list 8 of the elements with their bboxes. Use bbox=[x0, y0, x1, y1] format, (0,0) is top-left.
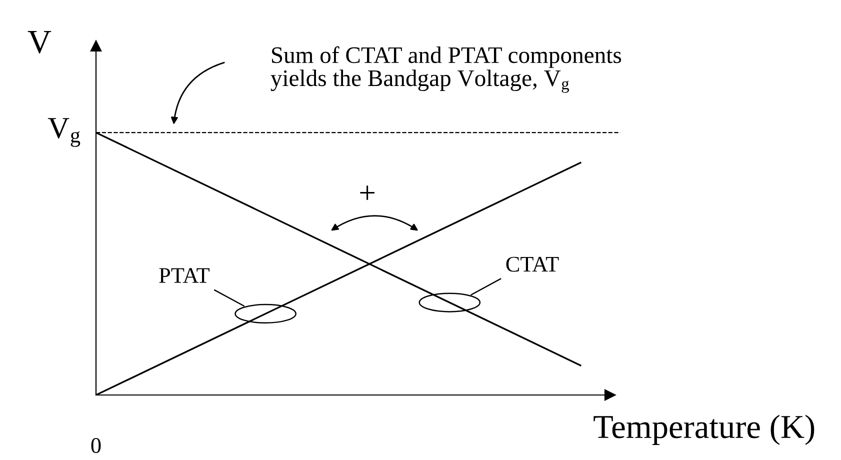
text: Sum of CTAT and PTAT components yields the Bandgap Voltage, V$_{g}$ bbox=[270, 46, 622, 93]
x-axis-title: Temperature (K) bbox=[594, 414, 814, 446]
text: PTAT bbox=[159, 268, 210, 283]
text: 0 bbox=[91, 438, 101, 454]
y-axis-title: V bbox=[28, 31, 52, 54]
text: CTAT bbox=[506, 256, 559, 272]
ref-line-label: V$_{g}$ bbox=[48, 118, 80, 147]
annotation: + bbox=[360, 186, 374, 200]
